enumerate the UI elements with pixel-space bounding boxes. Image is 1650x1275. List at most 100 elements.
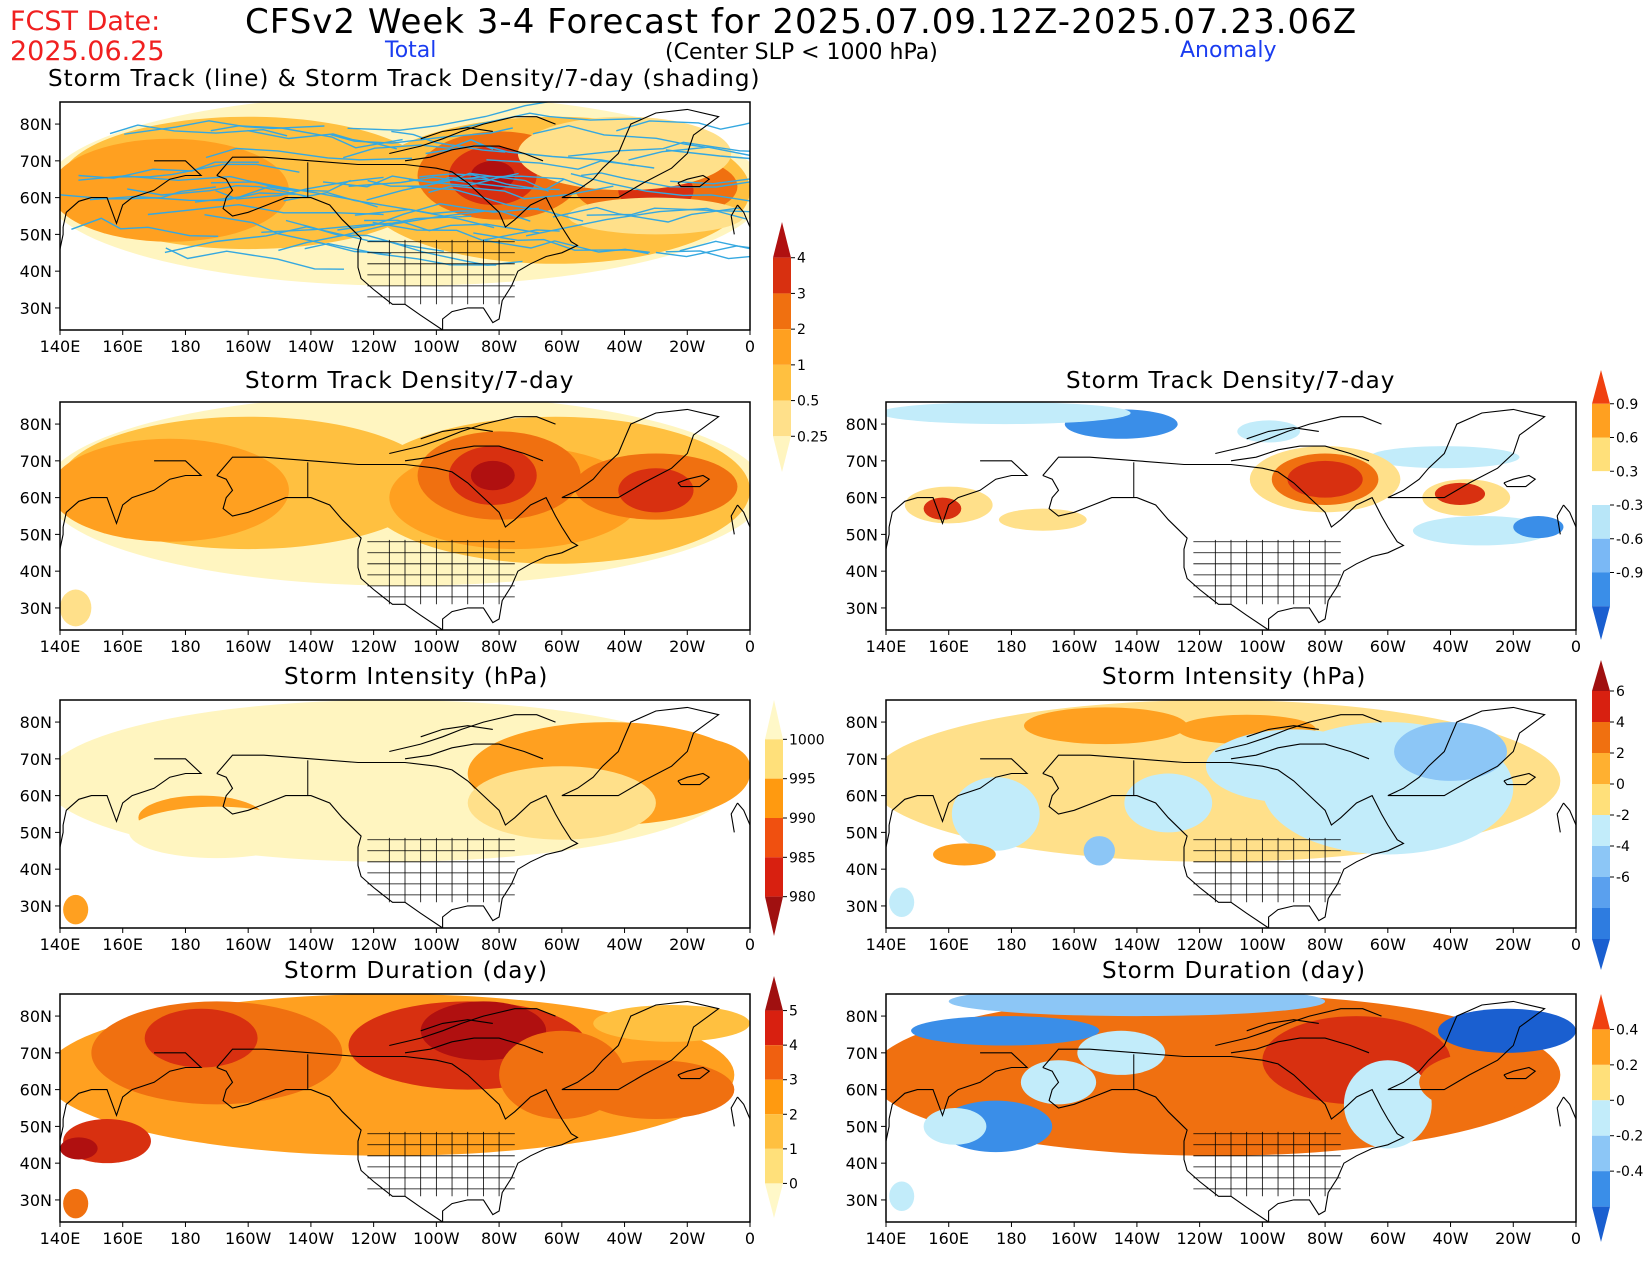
lat-label: 80N (20, 415, 52, 434)
colorbar-segment (773, 364, 791, 401)
lon-label: 120W (1176, 637, 1223, 656)
lon-label: 160E (928, 1229, 969, 1248)
forecast-date-label: FCST Date: (10, 6, 161, 37)
lat-label: 60N (846, 1081, 878, 1100)
map-field-density_total (60, 402, 750, 630)
lon-label: 40W (1432, 637, 1468, 656)
colorbar-intensity_anom: 6 4 2 0 -2 -4 -6 (1592, 660, 1630, 970)
map-frame (59, 101, 751, 331)
colorbar-segment (1592, 437, 1610, 472)
storm-track-line (204, 214, 392, 254)
colorbar-segment (773, 400, 791, 437)
storm-track-line (486, 159, 655, 170)
lat-label: 50N (20, 1117, 52, 1136)
lon-label: 140W (1114, 935, 1161, 954)
coastline (60, 825, 64, 848)
colorbar-segment (773, 329, 791, 365)
coastline (730, 204, 738, 235)
lat-label: 70N (846, 1044, 878, 1063)
map-panel-track_total: 80N 70N 60N 50N 40N 30N 140E 160E 180 160W 140W 120… (20, 101, 755, 356)
coastline (389, 714, 556, 753)
field-blob (618, 468, 694, 513)
lat-label: 80N (20, 713, 52, 732)
lat-label: 30N (20, 599, 52, 618)
subtitle: (Center SLP < 1000 hPa) (665, 40, 938, 65)
colorbar-segment (765, 1079, 783, 1115)
field-blob (889, 887, 915, 917)
field-blob (63, 1188, 89, 1219)
lon-label: 60W (1370, 935, 1406, 954)
field-blob (144, 1008, 258, 1068)
coastline (216, 754, 579, 928)
field-blob (60, 589, 92, 627)
storm-track-line (210, 181, 378, 208)
colorbar-label: 0.3 (1616, 464, 1638, 480)
storm-track-line (670, 178, 750, 185)
map-frame (59, 699, 751, 929)
coastline (1215, 714, 1382, 753)
coastline (1042, 456, 1405, 630)
coastline (1503, 1066, 1537, 1080)
panel-title-duration-total: Storm Duration (day) (284, 958, 548, 984)
colorbar-label: 4 (797, 251, 806, 267)
lon-label: 120W (350, 935, 397, 954)
storm-track-line (586, 207, 750, 216)
coastline (730, 1096, 738, 1127)
colorbar-label: 3 (789, 1073, 798, 1089)
lon-label: 60W (1370, 637, 1406, 656)
storm-track-line (124, 120, 325, 135)
colorbar-intensity_total: 1000 995 990 985 980 (765, 700, 825, 936)
lon-label: 120W (350, 637, 397, 656)
coastline (62, 1052, 203, 1120)
storm-track-line (616, 120, 750, 132)
colorbar-segment (1592, 572, 1610, 607)
lon-label: 160E (102, 935, 143, 954)
panel-title-density-total: Storm Track Density/7-day (245, 368, 575, 394)
colorbar-label: 0 (789, 1176, 798, 1192)
lon-label: 20W (1495, 935, 1531, 954)
lon-label: 140E (40, 637, 81, 656)
coastline (404, 145, 544, 162)
field-blob (420, 1001, 547, 1061)
colorbar-segment (1592, 784, 1610, 815)
lon-label: 180 (170, 1229, 201, 1248)
lat-label: 40N (20, 262, 52, 281)
lat-label: 70N (20, 452, 52, 471)
colorbar-cap (765, 1183, 783, 1218)
lon-label: 100W (1239, 637, 1286, 656)
colorbar-cap (765, 976, 783, 1011)
lon-label: 0 (1571, 935, 1581, 954)
coastline (389, 1008, 556, 1047)
lat-label: 60N (846, 787, 878, 806)
lon-label: 140E (40, 1229, 81, 1248)
coastline (677, 1066, 711, 1080)
storm-track-line (354, 208, 531, 222)
coastline (1042, 772, 1269, 928)
colorbar-segment (1592, 505, 1610, 539)
storm-track-line (459, 112, 642, 129)
map-frame (885, 993, 1577, 1223)
storm-track-line (285, 219, 444, 252)
lon-label: 0 (1571, 637, 1581, 656)
anomaly-column-label: Anomaly (1180, 38, 1277, 63)
lat-label: 80N (846, 415, 878, 434)
lon-label: 120W (350, 337, 397, 356)
field-blob (923, 497, 962, 520)
field-blob (60, 1137, 98, 1160)
colorbar-cap (773, 436, 791, 472)
storm-track-line (364, 219, 540, 234)
lat-label: 70N (20, 152, 52, 171)
lon-label: 40W (606, 637, 642, 656)
map-panel-density_anom: 80N 70N 60N 50N 40N 30N 140E 160E 180 160W 140W 120… (846, 401, 1581, 656)
map-field-duration_total (60, 994, 750, 1222)
storm-track-line (78, 175, 300, 192)
lon-label: 160W (225, 337, 272, 356)
coastline (1556, 504, 1564, 535)
coastline (1246, 1019, 1319, 1032)
lon-label: 80W (1307, 935, 1343, 954)
storm-track-line (337, 202, 539, 231)
lon-label: 160W (1051, 637, 1098, 656)
panel-title-duration-anomaly: Storm Duration (day) (1102, 958, 1366, 984)
coastline (888, 1052, 1029, 1120)
